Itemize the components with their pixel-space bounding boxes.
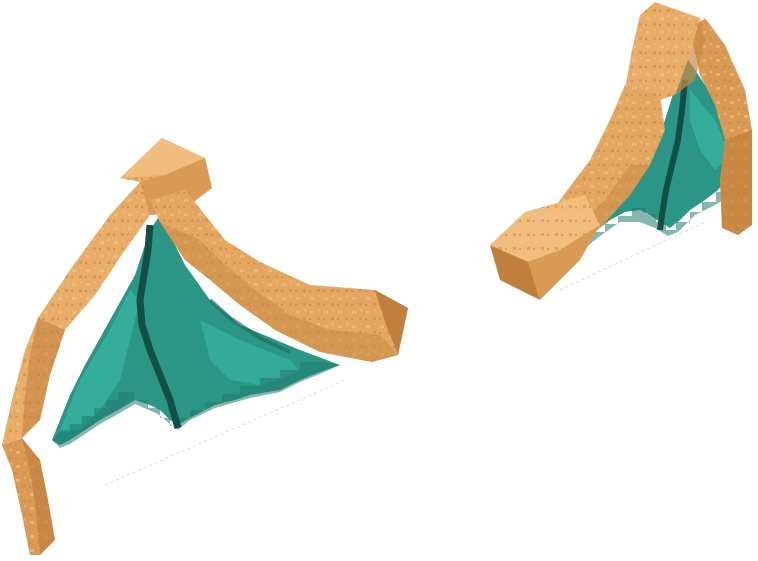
right-wing-ground-line <box>559 221 706 291</box>
right-wing <box>490 2 752 300</box>
left-wing-bone-finger-shade <box>160 222 398 362</box>
right-wing-bone-outer-shade <box>720 130 752 235</box>
left-wing-vein-2 <box>208 298 291 354</box>
left-wing-vein <box>136 224 182 429</box>
right-wing-membrane-highlight <box>690 90 730 170</box>
left-wing-membrane-edge <box>52 362 340 448</box>
left-wing-joint-top <box>120 138 205 178</box>
right-wing-vein <box>657 79 688 231</box>
right-wing-bone-end-side <box>528 225 600 300</box>
left-wing-membrane-highlight <box>60 290 140 430</box>
left-wing-bone-lower-shade <box>22 438 55 555</box>
left-wing-bone-finger-end <box>375 290 408 355</box>
left-wing-membrane-highlight-2 <box>200 320 300 385</box>
left-wing <box>2 138 408 555</box>
left-wing-bone-leading-shade <box>22 318 65 438</box>
left-wing-ground-line <box>104 379 346 486</box>
right-wing-joint-side <box>675 18 705 95</box>
right-wing-bone-end-front <box>490 245 540 300</box>
